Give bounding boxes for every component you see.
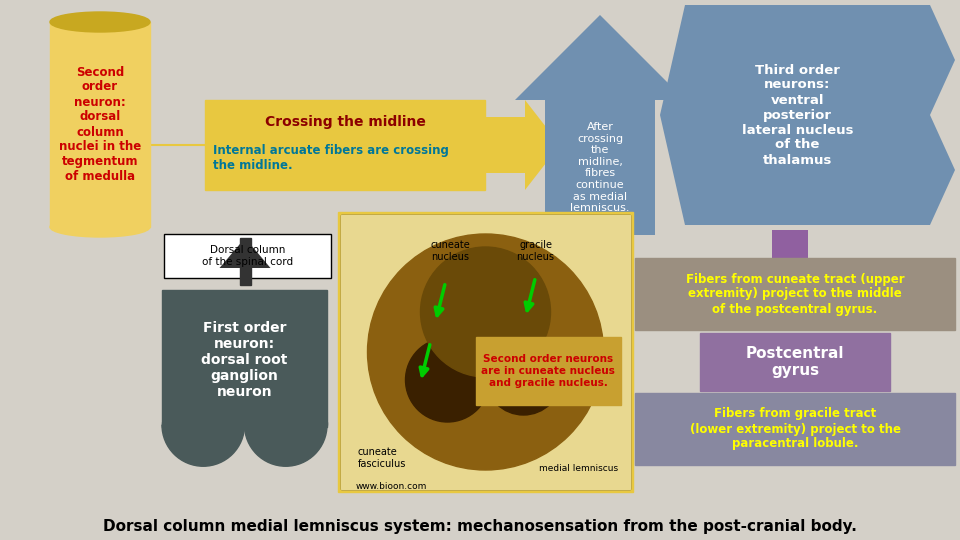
Polygon shape xyxy=(660,5,955,225)
Ellipse shape xyxy=(50,217,150,237)
Text: Second order neurons
are in cuneate nucleus
and gracile nucleus.: Second order neurons are in cuneate nucl… xyxy=(481,354,615,388)
Text: First order
neuron:
dorsal root
ganglion
neuron: First order neuron: dorsal root ganglion… xyxy=(202,321,288,400)
Circle shape xyxy=(486,339,562,415)
Bar xyxy=(205,100,485,190)
Text: Fibers from cuneate tract (upper
extremity) project to the middle
of the postcen: Fibers from cuneate tract (upper extremi… xyxy=(685,273,904,315)
Text: cuneate
nucleus: cuneate nucleus xyxy=(431,240,470,261)
Polygon shape xyxy=(752,230,828,315)
Circle shape xyxy=(405,338,490,422)
Text: Postcentral
gyrus: Postcentral gyrus xyxy=(746,346,844,378)
Bar xyxy=(635,258,955,330)
Ellipse shape xyxy=(50,12,150,32)
Text: medial lemniscus: medial lemniscus xyxy=(539,464,618,473)
Circle shape xyxy=(368,234,604,470)
Bar xyxy=(50,22,150,227)
Bar xyxy=(162,422,327,427)
Text: Second
order
neuron:
dorsal
column
nuclei in the
tegmentum
of medulla: Second order neuron: dorsal column nucle… xyxy=(59,65,141,184)
Polygon shape xyxy=(515,15,685,235)
FancyBboxPatch shape xyxy=(164,234,331,278)
Text: Dorsal column
of the spinal cord: Dorsal column of the spinal cord xyxy=(202,245,293,267)
Text: Crossing the midline: Crossing the midline xyxy=(265,115,425,129)
Bar xyxy=(239,238,251,285)
Text: cuneate
fasciculus: cuneate fasciculus xyxy=(358,447,406,469)
Text: Internal arcuate fibers are crossing
the midline.: Internal arcuate fibers are crossing the… xyxy=(213,144,449,172)
Bar xyxy=(700,333,890,391)
Wedge shape xyxy=(162,425,245,466)
Polygon shape xyxy=(220,238,271,268)
Text: gracile
nucleus: gracile nucleus xyxy=(516,240,555,261)
Bar xyxy=(341,215,630,489)
Bar xyxy=(338,212,633,492)
Text: Fibers from gracile tract
(lower extremity) project to the
paracentral lobule.: Fibers from gracile tract (lower extremi… xyxy=(689,408,900,450)
Text: After
crossing
the
midline,
fibres
continue
as medial
lemniscus.: After crossing the midline, fibres conti… xyxy=(570,122,630,213)
Text: www.bioon.com: www.bioon.com xyxy=(356,482,427,491)
Wedge shape xyxy=(245,425,327,466)
Bar xyxy=(341,215,630,489)
Polygon shape xyxy=(485,100,560,190)
Text: Dorsal column medial lemniscus system: mechanosensation from the post-cranial bo: Dorsal column medial lemniscus system: m… xyxy=(103,519,857,535)
Text: Third order
neurons:
ventral
posterior
lateral nucleus
of the
thalamus: Third order neurons: ventral posterior l… xyxy=(742,64,853,166)
Bar xyxy=(475,337,620,405)
Bar xyxy=(635,393,955,465)
Bar xyxy=(162,290,327,425)
Circle shape xyxy=(420,247,550,377)
